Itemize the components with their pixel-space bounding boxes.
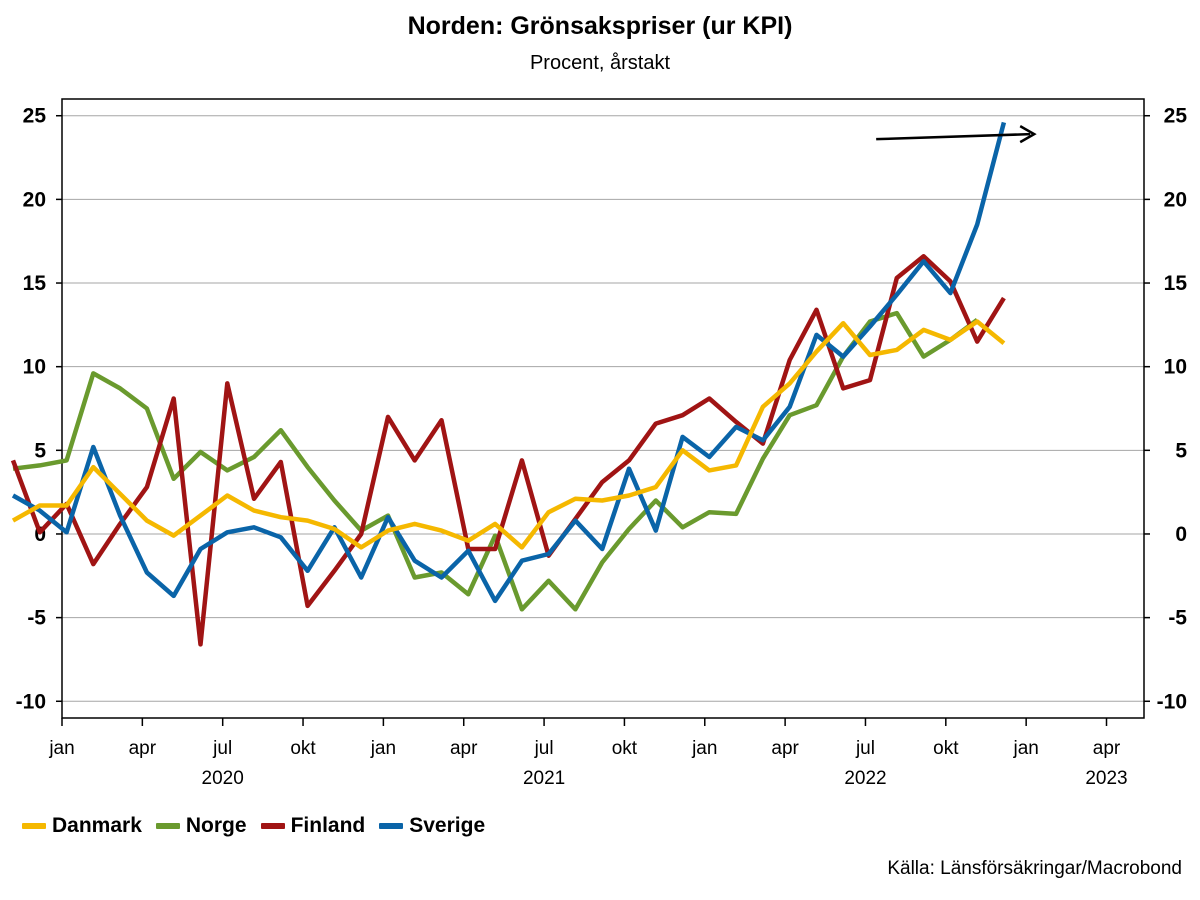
legend-swatch: [379, 823, 404, 829]
y-tick-label-right: 5: [1175, 439, 1187, 462]
annotation-arrow: [876, 125, 1037, 144]
legend-label: Norge: [185, 814, 247, 837]
chart-title: Norden: Grönsakspriser (ur KPI): [407, 12, 793, 40]
y-tick-label-left: -10: [16, 690, 46, 713]
y-tick-label-left: 25: [23, 105, 47, 128]
x-tick-label: jul: [855, 738, 875, 759]
y-tick-label-right: 15: [1164, 272, 1188, 295]
x-tick-label: apr: [450, 738, 478, 759]
x-tick-label: apr: [129, 738, 157, 759]
x-tick-label: apr: [771, 738, 799, 759]
y-axis-right: 25 20 15 10 5 0 -5 -10: [1144, 105, 1188, 713]
x-tick-label: okt: [933, 738, 959, 759]
y-tick-label-right: 25: [1164, 105, 1188, 128]
year-label: 2021: [523, 768, 565, 789]
series-line-finland: [10, 254, 1006, 647]
legend-item-sverige: Sverige: [379, 814, 485, 838]
x-tick-label: okt: [290, 738, 316, 759]
source-note: Källa: Länsförsäkringar/Macrobond: [887, 858, 1182, 879]
legend-item-norge: Norge: [155, 814, 247, 838]
series-line-danmark: [11, 319, 1006, 550]
y-tick-label-left: 5: [34, 439, 46, 462]
legend-swatch: [155, 823, 180, 829]
x-tick-label: jan: [1012, 738, 1038, 759]
legend-swatch: [22, 823, 46, 829]
x-tick-label: apr: [1093, 738, 1121, 759]
legend-label: Danmark: [52, 814, 142, 837]
arrow-head: [1019, 125, 1037, 144]
y-tick-label-right: 10: [1164, 356, 1187, 379]
legend-label: Sverige: [409, 814, 486, 837]
legend-swatch: [260, 823, 285, 829]
x-tick-label: jan: [370, 738, 396, 759]
legend-label: Finland: [290, 814, 366, 837]
arrow-shaft: [876, 132, 1031, 141]
y-tick-label-right: 20: [1164, 188, 1187, 211]
y-tick-label-left: 15: [23, 272, 47, 295]
x-axis: jan apr jul okt jan apr jul okt jan apr jul okt jan a…: [48, 718, 1128, 789]
y-tick-label-left: -5: [27, 607, 46, 630]
year-label: 2022: [844, 768, 886, 789]
x-tick-label: jan: [691, 738, 717, 759]
x-tick-label: jul: [212, 738, 232, 759]
y-tick-label-left: 10: [23, 356, 46, 379]
x-tick-label: jan: [48, 738, 74, 759]
y-tick-label-right: -5: [1168, 607, 1187, 630]
legend: Danmark Norge Finland Sverige: [22, 814, 499, 838]
series-line-sverige: [11, 121, 1007, 604]
year-label: 2020: [202, 768, 244, 789]
year-label: 2023: [1085, 768, 1127, 789]
y-tick-label-right: 0: [1175, 523, 1187, 546]
plot-frame: [61, 98, 1145, 719]
x-tick-label: jul: [534, 738, 554, 759]
series-lines: [10, 121, 1007, 647]
x-tick-label: okt: [612, 738, 638, 759]
chart-subtitle: Procent, årstakt: [529, 52, 671, 74]
series-line-norge: [12, 310, 979, 612]
y-tick-label-right: -10: [1157, 690, 1187, 713]
legend-item-danmark: Danmark: [22, 814, 142, 838]
y-tick-label-left: 20: [23, 188, 46, 211]
legend-item-finland: Finland: [260, 814, 366, 838]
